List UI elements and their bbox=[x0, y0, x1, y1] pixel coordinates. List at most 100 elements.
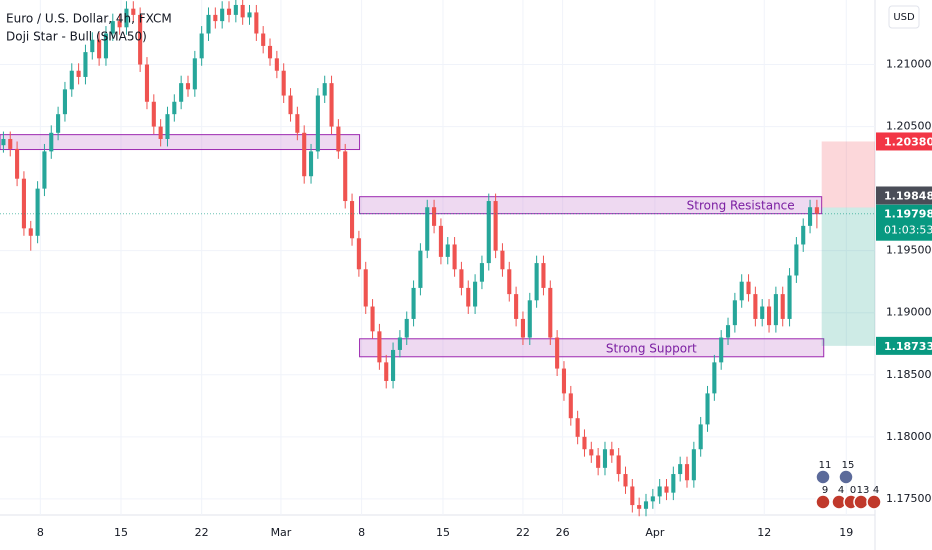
price-label-bg bbox=[876, 132, 932, 151]
candle-body bbox=[425, 207, 430, 251]
candle-body bbox=[602, 449, 608, 468]
x-tick-label: 26 bbox=[556, 526, 570, 539]
candle-body bbox=[336, 126, 341, 152]
y-tick-label: 1.20500 bbox=[886, 120, 932, 133]
zone bbox=[0, 134, 361, 151]
candle-body bbox=[165, 114, 170, 139]
x-tick-label: 15 bbox=[436, 526, 450, 539]
candle-body bbox=[261, 33, 266, 46]
price-label-bg bbox=[876, 186, 932, 205]
candle-body bbox=[315, 95, 320, 152]
candle-body bbox=[541, 263, 546, 288]
candle-body bbox=[329, 83, 334, 127]
candle-body bbox=[56, 114, 61, 133]
candle-body bbox=[226, 8, 232, 15]
candle-body bbox=[274, 58, 279, 71]
candle-body bbox=[691, 449, 696, 481]
candle-body bbox=[432, 207, 437, 226]
candle-body bbox=[445, 244, 450, 257]
y-tick-label: 1.19500 bbox=[886, 244, 932, 257]
candle-body bbox=[637, 505, 642, 509]
candle-body bbox=[302, 132, 307, 177]
y-tick-label: 1.18000 bbox=[886, 430, 932, 443]
candle-body bbox=[616, 455, 621, 475]
candle-body bbox=[15, 148, 20, 179]
candle-body bbox=[28, 228, 33, 236]
candle-body bbox=[479, 263, 484, 282]
event-icon bbox=[815, 469, 831, 485]
candle-body bbox=[725, 325, 731, 338]
candle-body bbox=[698, 424, 703, 450]
candle-body bbox=[459, 269, 464, 288]
candle-body bbox=[773, 294, 778, 326]
zone bbox=[359, 338, 825, 358]
x-tick-label: Mar bbox=[271, 526, 292, 539]
candle-body bbox=[206, 14, 211, 34]
candle-body bbox=[739, 281, 744, 301]
candle-body bbox=[138, 14, 143, 65]
candle-body bbox=[705, 393, 710, 425]
candle-body bbox=[582, 436, 587, 450]
currency[interactable]: USD bbox=[893, 12, 915, 23]
candle-body bbox=[363, 269, 368, 307]
y-tick-label: 1.19000 bbox=[886, 306, 932, 319]
x-tick-label: 22 bbox=[516, 526, 530, 539]
event-icon bbox=[866, 494, 882, 510]
overlay: Strong Resistance Strong Support 1.20380 1.… bbox=[606, 132, 932, 510]
candle-body bbox=[527, 300, 532, 338]
x-tick-label: 8 bbox=[37, 526, 44, 539]
candle-body bbox=[814, 207, 819, 214]
candle-body bbox=[308, 151, 314, 177]
candle-body bbox=[213, 14, 218, 22]
candle-body bbox=[35, 188, 40, 236]
grid bbox=[0, 0, 875, 515]
y-tick-label: 1.18500 bbox=[886, 368, 932, 381]
zone-label: Strong Support bbox=[606, 341, 697, 355]
event-count: 4 bbox=[873, 485, 879, 496]
candle-body bbox=[110, 21, 115, 34]
candle-body bbox=[69, 70, 74, 90]
candle-body bbox=[534, 263, 539, 301]
candle-body bbox=[418, 250, 423, 288]
candle-body bbox=[49, 132, 54, 152]
candle-body bbox=[787, 275, 792, 319]
candle-body bbox=[62, 89, 67, 115]
currency-button[interactable] bbox=[888, 5, 920, 29]
candle-body bbox=[295, 114, 300, 133]
candle-body bbox=[76, 70, 81, 77]
candle-body bbox=[391, 349, 396, 381]
event-count: 11 bbox=[819, 460, 832, 471]
candle-body bbox=[500, 250, 505, 270]
candle-body bbox=[486, 201, 491, 264]
candle-body bbox=[664, 486, 669, 493]
indicator-name: Doji Star - Bull (SMA50) bbox=[6, 30, 147, 44]
candle-body bbox=[801, 225, 806, 245]
candle-body bbox=[753, 294, 758, 319]
candle-body bbox=[90, 39, 95, 53]
candle-body bbox=[630, 486, 635, 506]
candle-body bbox=[794, 244, 799, 276]
candle-body bbox=[158, 126, 163, 139]
event-count: 13 bbox=[857, 485, 870, 496]
candle-body bbox=[493, 201, 498, 251]
candle-body bbox=[671, 474, 676, 493]
candle-body bbox=[8, 138, 13, 149]
event-count: 9 bbox=[822, 485, 828, 496]
target-area bbox=[821, 207, 875, 346]
candle-body bbox=[267, 45, 273, 59]
price-label: 1.19848 bbox=[884, 189, 932, 202]
candle-body bbox=[377, 331, 382, 363]
candle-body bbox=[370, 306, 375, 332]
event-count: 15 bbox=[842, 460, 855, 471]
y-tick-label: 1.21000 bbox=[886, 58, 932, 71]
candle-body bbox=[623, 474, 628, 487]
candle-body bbox=[719, 337, 724, 363]
candle-body bbox=[561, 368, 567, 394]
candle-body bbox=[438, 225, 443, 257]
candle-body bbox=[678, 464, 683, 475]
y-tick-label: 1.17500 bbox=[886, 492, 932, 505]
candle-body bbox=[609, 449, 614, 456]
candle-body bbox=[1, 138, 6, 146]
